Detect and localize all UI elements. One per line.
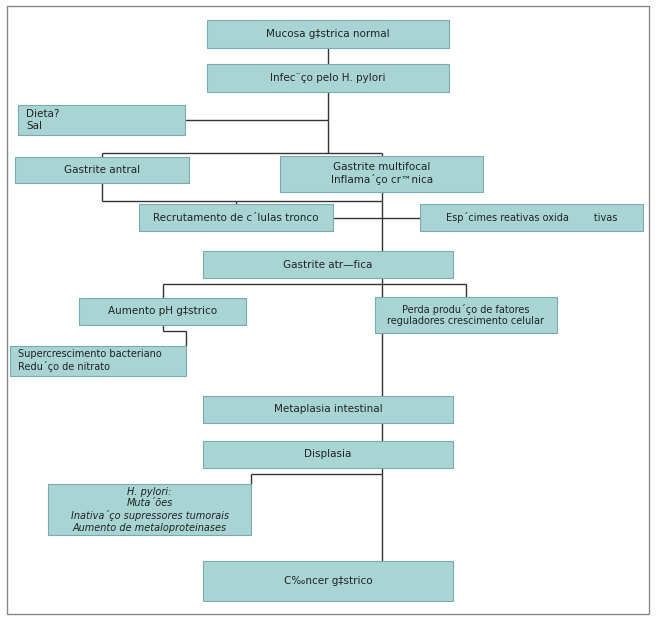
Text: Mucosa g‡strica normal: Mucosa g‡strica normal [266,29,390,39]
Text: H. pylori:
Muta´ões
Inativa´ço supressores tumorais
Aumento de metaloproteinases: H. pylori: Muta´ões Inativa´ço supressor… [70,487,229,533]
FancyBboxPatch shape [207,20,449,48]
Text: Supercrescimento bacteriano
Redu´ço de nitrato: Supercrescimento bacteriano Redu´ço de n… [18,350,162,372]
Text: Infec¨ço pelo H. pylori: Infec¨ço pelo H. pylori [270,73,386,83]
Text: Perda produ´ço de fatores
reguladores crescimento celular: Perda produ´ço de fatores reguladores cr… [387,304,544,326]
Text: Gastrite multifocal
Inflama´ço cr™nica: Gastrite multifocal Inflama´ço cr™nica [331,162,433,185]
FancyBboxPatch shape [207,64,449,92]
FancyBboxPatch shape [280,156,483,192]
FancyBboxPatch shape [203,560,453,601]
Text: Dieta?
Sal: Dieta? Sal [26,110,59,131]
Text: Displasia: Displasia [304,450,352,459]
FancyBboxPatch shape [10,346,186,376]
Text: C‰ncer g‡strico: C‰ncer g‡strico [283,576,373,586]
FancyBboxPatch shape [140,204,333,231]
FancyBboxPatch shape [18,105,185,135]
FancyBboxPatch shape [375,297,557,333]
FancyBboxPatch shape [203,441,453,467]
FancyBboxPatch shape [203,396,453,423]
Text: Gastrite antral: Gastrite antral [64,165,140,175]
Text: Gastrite atr—fica: Gastrite atr—fica [283,260,373,270]
Text: Recrutamento de c´lulas tronco: Recrutamento de c´lulas tronco [154,213,319,223]
Text: Aumento pH g‡strico: Aumento pH g‡strico [108,306,217,316]
FancyBboxPatch shape [79,298,247,325]
FancyBboxPatch shape [48,484,251,535]
Text: Metaplasia intestinal: Metaplasia intestinal [274,404,382,414]
FancyBboxPatch shape [14,156,189,184]
FancyBboxPatch shape [203,252,453,278]
Text: Esp´cimes reativas oxida        tivas: Esp´cimes reativas oxida tivas [445,212,617,223]
FancyBboxPatch shape [420,204,643,231]
